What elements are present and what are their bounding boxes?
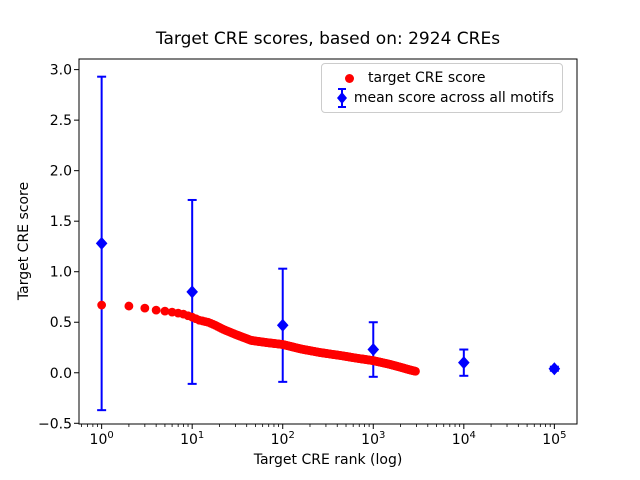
mean-score-diamond — [186, 285, 198, 299]
mean-score-diamond — [548, 362, 561, 376]
target-score-scatter-series — [97, 300, 420, 376]
y-tick-label: 0.5 — [50, 315, 72, 331]
y-axis-label: Target CRE score — [16, 181, 32, 301]
y-tick-label: 2.0 — [50, 164, 72, 180]
mean-score-diamond — [367, 343, 380, 357]
x-tick-label: 102 — [271, 430, 295, 448]
legend-entry-target-score: target CRE score — [330, 68, 554, 88]
legend-label-mean-score: mean score across all motifs — [353, 90, 554, 106]
x-axis-major-ticks: 100 101 102 103 104 105 — [90, 424, 566, 448]
x-tick-label: 105 — [542, 430, 566, 448]
legend: target CRE score mean score across all m… — [321, 63, 563, 113]
y-tick-label: −0.5 — [38, 416, 72, 432]
mean-score-diamond — [95, 236, 108, 250]
x-tick-label: 100 — [90, 430, 114, 448]
y-tick-label: 1.0 — [50, 265, 72, 281]
x-tick-label: 103 — [361, 430, 385, 448]
legend-red-dot-icon — [330, 73, 368, 83]
y-axis-ticks: −0.5 0.0 0.5 1.0 1.5 2.0 2.5 3.0 — [38, 63, 79, 432]
legend-blue-diamond-icon — [330, 88, 354, 108]
x-axis-label: Target CRE rank (log) — [253, 452, 403, 468]
y-tick-label: 2.5 — [50, 113, 72, 129]
axes — [78, 58, 578, 425]
y-tick-label: 0.0 — [50, 366, 72, 382]
y-tick-label: 1.5 — [50, 214, 72, 230]
x-axis-minor-ticks — [81, 424, 551, 427]
mean-score-diamond — [276, 318, 289, 332]
y-tick-label: 3.0 — [50, 63, 72, 79]
mean-score-errorbar-series — [95, 75, 561, 412]
mean-score-diamond — [458, 356, 470, 370]
x-tick-label: 101 — [180, 430, 204, 448]
legend-label-target-score: target CRE score — [368, 70, 486, 86]
chart-title: Target CRE scores, based on: 2924 CREs — [155, 29, 501, 49]
x-tick-label: 104 — [452, 430, 476, 448]
legend-entry-mean-score: mean score across all motifs — [330, 88, 554, 108]
